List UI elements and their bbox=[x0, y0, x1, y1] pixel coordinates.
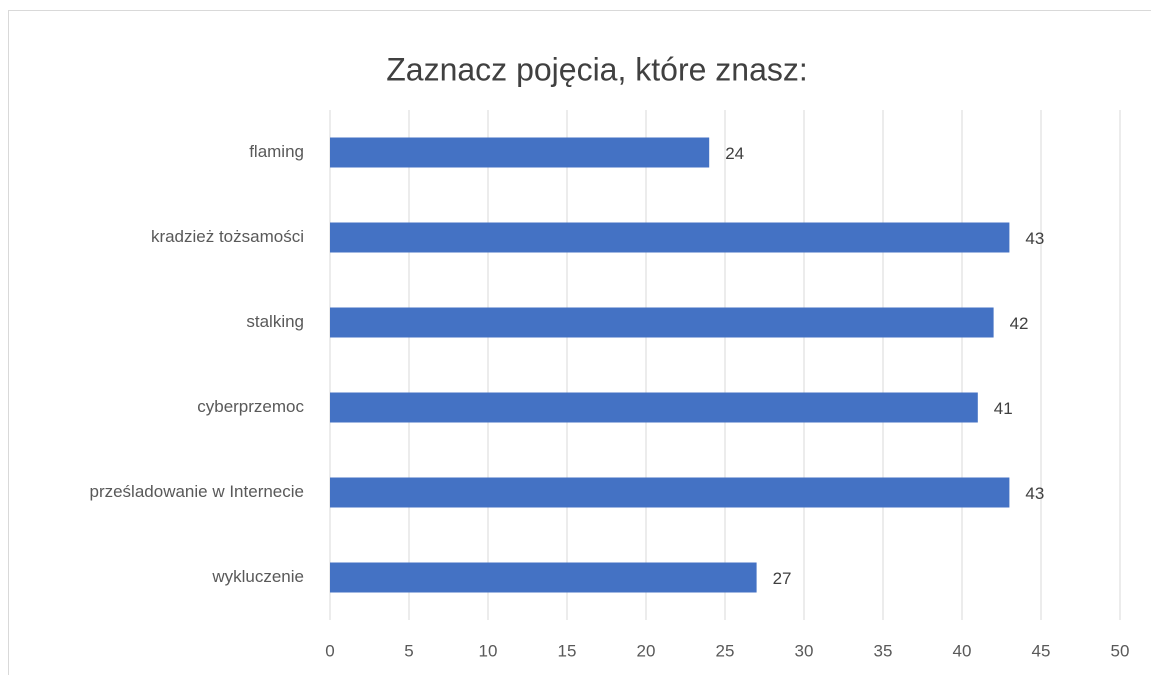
x-tick-label: 35 bbox=[874, 641, 893, 660]
data-label: 42 bbox=[1010, 314, 1029, 333]
y-tick-label: cyberprzemoc bbox=[197, 397, 304, 416]
y-tick-label: wykluczenie bbox=[211, 567, 304, 586]
y-tick-label: flaming bbox=[249, 142, 304, 161]
data-label: 27 bbox=[773, 569, 792, 588]
chart-title: Zaznacz pojęcia, które znasz: bbox=[386, 51, 808, 87]
y-tick-label: kradzież tożsamości bbox=[151, 227, 304, 246]
bar bbox=[330, 477, 1010, 508]
x-tick-label: 30 bbox=[795, 641, 814, 660]
x-tick-label: 40 bbox=[953, 641, 972, 660]
x-tick-label: 10 bbox=[479, 641, 498, 660]
x-tick-label: 15 bbox=[558, 641, 577, 660]
x-tick-label: 25 bbox=[716, 641, 735, 660]
data-label: 43 bbox=[1025, 484, 1044, 503]
bar bbox=[330, 222, 1010, 253]
x-tick-label: 5 bbox=[404, 641, 413, 660]
x-tick-label: 0 bbox=[325, 641, 334, 660]
x-tick-label: 45 bbox=[1032, 641, 1051, 660]
x-tick-label: 50 bbox=[1111, 641, 1130, 660]
data-label: 41 bbox=[994, 399, 1013, 418]
bar bbox=[330, 137, 710, 168]
bar bbox=[330, 562, 757, 593]
data-label: 24 bbox=[725, 144, 744, 163]
chart-border bbox=[8, 10, 1151, 675]
y-tick-label: stalking bbox=[246, 312, 304, 331]
data-label: 43 bbox=[1025, 229, 1044, 248]
bar bbox=[330, 392, 978, 423]
x-tick-label: 20 bbox=[637, 641, 656, 660]
y-tick-label: prześladowanie w Internecie bbox=[89, 482, 304, 501]
bar bbox=[330, 307, 994, 338]
